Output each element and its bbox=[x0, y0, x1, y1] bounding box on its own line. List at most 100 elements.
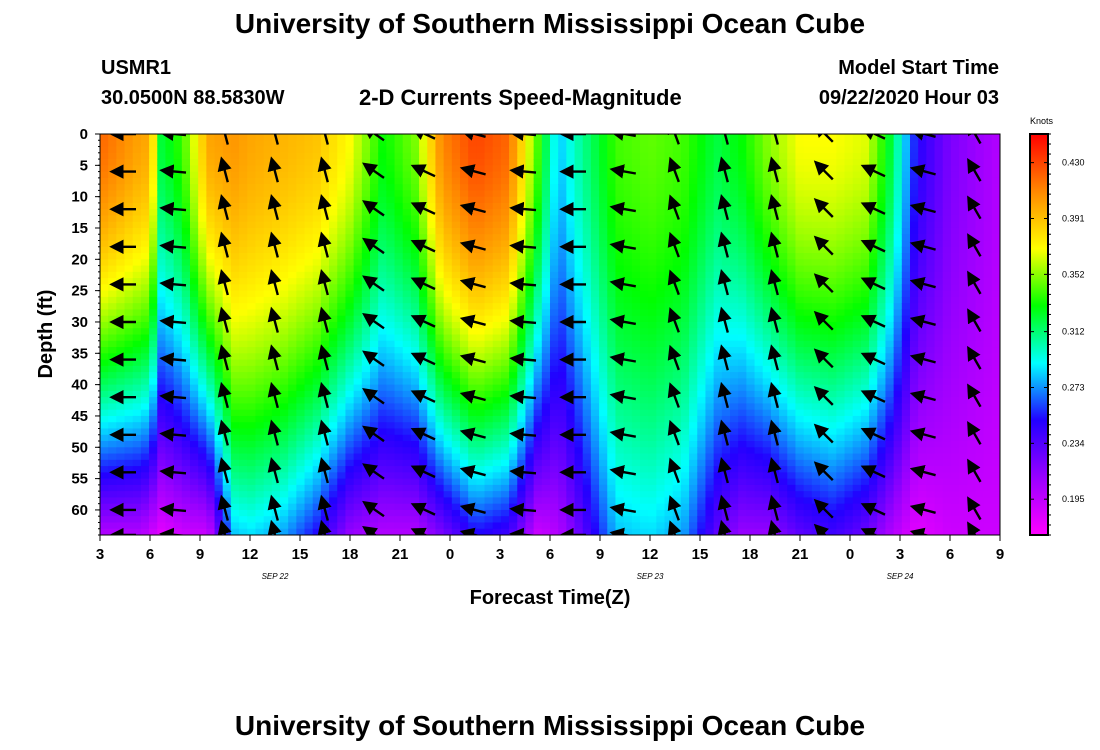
heat-cell bbox=[108, 378, 117, 386]
heat-cell bbox=[157, 509, 167, 517]
heat-cell bbox=[402, 184, 412, 191]
heat-cell bbox=[541, 441, 551, 448]
heat-cell bbox=[574, 428, 584, 436]
heat-cell bbox=[337, 403, 347, 411]
heat-cell bbox=[247, 384, 257, 392]
heat-cell bbox=[590, 522, 600, 530]
heat-cell bbox=[239, 309, 248, 317]
heat-cell bbox=[533, 466, 543, 473]
heat-cell bbox=[312, 227, 322, 235]
heat-cell bbox=[100, 315, 109, 323]
heat-cell bbox=[337, 209, 347, 217]
heat-cell bbox=[345, 409, 355, 417]
heat-cell bbox=[451, 240, 461, 248]
heat-cell bbox=[100, 441, 109, 448]
heat-cell bbox=[590, 516, 600, 524]
heat-cell bbox=[353, 390, 363, 398]
heat-cell bbox=[697, 227, 707, 235]
heat-cell bbox=[288, 459, 297, 467]
heat-cell bbox=[239, 503, 248, 511]
heat-cell bbox=[296, 171, 306, 179]
heat-cell bbox=[541, 278, 551, 285]
heat-cell bbox=[370, 441, 379, 448]
heat-cell bbox=[198, 240, 207, 248]
heat-cell bbox=[304, 415, 314, 423]
heat-cell bbox=[320, 259, 330, 267]
heat-cell bbox=[525, 246, 535, 254]
heat-cell bbox=[206, 334, 216, 342]
heat-cell bbox=[648, 202, 657, 210]
heat-cell bbox=[320, 221, 330, 229]
heat-cell bbox=[157, 184, 167, 191]
heat-cell bbox=[574, 422, 584, 430]
heat-cell bbox=[582, 522, 592, 530]
heat-cell bbox=[680, 184, 690, 191]
heat-cell bbox=[116, 422, 126, 430]
heat-cell bbox=[304, 447, 314, 455]
heat-cell bbox=[214, 453, 224, 461]
heat-cell bbox=[108, 227, 117, 235]
heat-cell bbox=[198, 447, 207, 455]
heat-cell bbox=[255, 315, 265, 323]
heat-cell bbox=[386, 146, 396, 154]
heat-cell bbox=[672, 265, 682, 273]
heat-cell bbox=[149, 259, 158, 267]
heat-cell bbox=[214, 378, 224, 386]
heat-cell bbox=[402, 466, 412, 473]
heat-cell bbox=[492, 221, 502, 229]
heat-cell bbox=[599, 516, 608, 524]
heat-cell bbox=[721, 403, 731, 411]
heat-cell bbox=[165, 152, 175, 160]
heat-cell bbox=[680, 159, 690, 166]
heat-cell bbox=[386, 434, 396, 442]
heat-cell bbox=[361, 334, 371, 342]
heat-cell bbox=[590, 215, 600, 223]
heat-cell bbox=[623, 234, 633, 242]
heat-cell bbox=[304, 265, 314, 273]
heat-cell bbox=[296, 397, 306, 405]
heat-cell bbox=[100, 171, 109, 179]
heat-cell bbox=[198, 516, 207, 524]
heat-cell bbox=[500, 315, 510, 323]
heat-cell bbox=[697, 516, 707, 524]
heat-cell bbox=[345, 227, 355, 235]
heat-cell bbox=[509, 303, 518, 311]
heat-cell bbox=[713, 372, 723, 379]
heat-cell bbox=[198, 177, 207, 185]
heat-cell bbox=[108, 177, 117, 185]
heat-cell bbox=[550, 215, 559, 223]
heat-cell bbox=[353, 296, 363, 304]
heat-cell bbox=[689, 334, 698, 342]
heat-cell bbox=[149, 378, 158, 386]
heat-cell bbox=[460, 478, 469, 486]
heat-cell bbox=[697, 253, 707, 260]
heat-cell bbox=[623, 177, 633, 185]
heat-cell bbox=[402, 503, 412, 511]
heat-cell bbox=[239, 184, 248, 191]
heat-cell bbox=[525, 209, 535, 217]
heat-cell bbox=[181, 522, 191, 530]
heat-cell bbox=[280, 403, 289, 411]
heat-cell bbox=[230, 184, 240, 191]
heat-cell bbox=[664, 403, 674, 411]
heat-cell bbox=[312, 315, 322, 323]
heat-cell bbox=[329, 246, 338, 254]
heat-cell bbox=[689, 328, 698, 336]
heat-cell bbox=[590, 321, 600, 329]
heat-cell bbox=[271, 184, 281, 191]
heat-cell bbox=[165, 303, 175, 311]
heat-cell bbox=[181, 415, 191, 423]
heat-cell bbox=[124, 159, 134, 166]
heat-cell bbox=[582, 140, 592, 148]
heat-cell bbox=[100, 209, 109, 217]
heat-cell bbox=[304, 516, 314, 524]
heat-cell bbox=[361, 290, 371, 298]
heat-cell bbox=[312, 528, 322, 535]
heat-cell bbox=[190, 509, 199, 517]
heat-cell bbox=[402, 321, 412, 329]
heat-cell bbox=[198, 221, 207, 229]
heat-cell bbox=[443, 240, 453, 248]
heat-cell bbox=[697, 140, 707, 148]
heat-cell bbox=[222, 184, 232, 191]
heat-cell bbox=[214, 372, 224, 379]
